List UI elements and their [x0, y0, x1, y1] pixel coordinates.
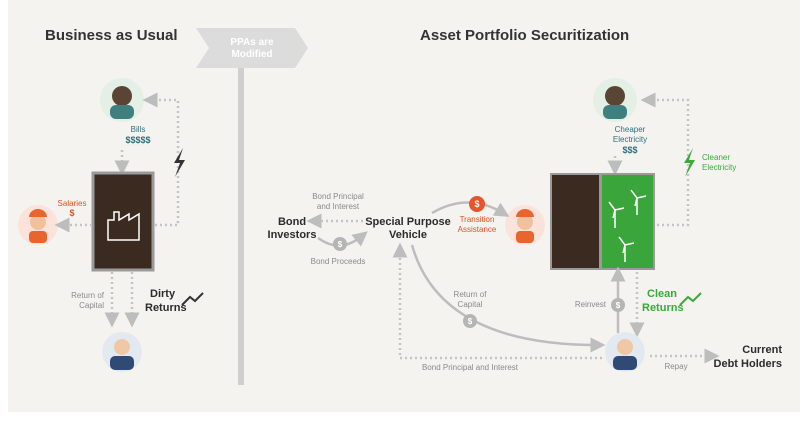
cleaner-electricity: Electricity	[702, 163, 736, 172]
diagram: Business as Usual Bills $$$$$ Salaries $…	[0, 0, 807, 421]
divider-banner	[196, 28, 308, 68]
salaries-amount: $	[69, 208, 74, 218]
spv-label: Vehicle	[389, 229, 427, 241]
debt-holders: Debt Holders	[714, 358, 782, 370]
svg-text:$: $	[474, 199, 479, 209]
coal-plant	[93, 173, 153, 270]
salaries-label: Salaries	[58, 199, 87, 208]
svg-text:$: $	[616, 301, 621, 310]
transition-assistance: Transition	[460, 215, 495, 224]
return-of-capital: Capital	[458, 300, 483, 309]
coal-plant	[552, 175, 599, 268]
transition-assistance: Assistance	[458, 225, 497, 234]
wind-plant	[602, 175, 653, 268]
bills-label: Bills	[131, 125, 146, 134]
bond-principal-bottom: Bond Principal and Interest	[422, 363, 519, 372]
divider-label: PPAs are	[230, 37, 274, 48]
bond-principal: Bond Principal	[312, 192, 364, 201]
divider-label: Modified	[231, 49, 272, 60]
bills-amount: $$$$$	[125, 135, 150, 145]
clean-returns: Returns	[642, 302, 684, 314]
bond-principal: and Interest	[317, 202, 360, 211]
debt-holders: Current	[742, 344, 782, 356]
page: Business as Usual Bills $$$$$ Salaries $…	[0, 0, 807, 426]
dirty-returns: Dirty	[150, 288, 176, 300]
cheaper-electricity: Electricity	[613, 135, 647, 144]
return-of-capital: Return of	[71, 291, 105, 300]
bond-investors: Investors	[268, 229, 317, 241]
clean-returns: Clean	[647, 288, 677, 300]
cheaper-electricity: Cheaper	[615, 125, 646, 134]
cheaper-amount: $$$	[622, 145, 637, 155]
reinvest: Reinvest	[575, 300, 607, 309]
left-title: Business as Usual	[45, 27, 178, 44]
cleaner-electricity: Cleaner	[702, 153, 730, 162]
bond-investors: Bond	[278, 216, 306, 228]
right-title: Asset Portfolio Securitization	[420, 27, 629, 44]
repay: Repay	[664, 362, 687, 371]
return-of-capital: Return of	[454, 290, 488, 299]
bond-proceeds: Bond Proceeds	[311, 257, 366, 266]
svg-text:$: $	[468, 317, 473, 326]
spv-label: Special Purpose	[365, 216, 451, 228]
svg-text:$: $	[338, 240, 343, 249]
return-of-capital: Capital	[79, 301, 104, 310]
dirty-returns: Returns	[145, 302, 187, 314]
divider	[238, 55, 244, 385]
